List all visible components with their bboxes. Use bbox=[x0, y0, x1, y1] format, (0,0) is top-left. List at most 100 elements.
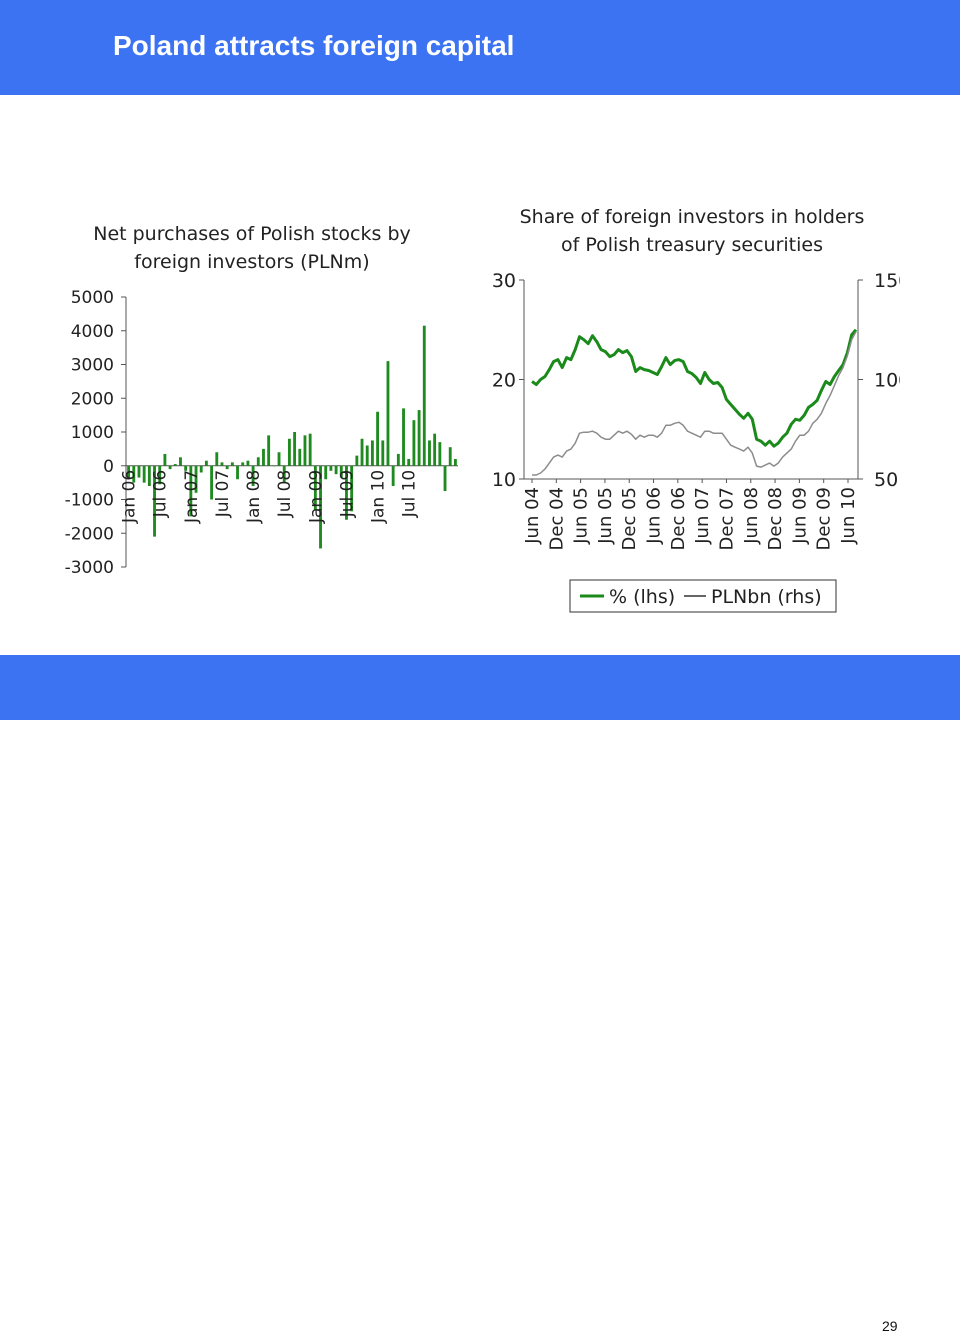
x-tick-label: Dec 07 bbox=[716, 487, 737, 550]
bar bbox=[168, 465, 172, 470]
share-percent-line bbox=[531, 328, 858, 448]
legend-label-percent: % (lhs) bbox=[609, 586, 675, 608]
bar bbox=[277, 452, 281, 466]
bar bbox=[147, 465, 151, 486]
bar bbox=[179, 457, 182, 466]
bar bbox=[370, 440, 374, 466]
bar bbox=[386, 361, 390, 466]
x-tick-label: Jun 05 bbox=[571, 487, 592, 545]
bar bbox=[189, 465, 193, 517]
bar bbox=[360, 438, 364, 466]
foreign-share-chart: Share of foreign investors in holders of … bbox=[492, 206, 900, 613]
bar bbox=[417, 410, 421, 466]
page-number: 29 bbox=[882, 1318, 898, 1334]
footer-bar: 29 bbox=[0, 655, 960, 1334]
x-tick-label: Jun 09 bbox=[789, 487, 810, 545]
chart-title-line: Share of foreign investors in holders bbox=[520, 206, 865, 228]
x-tick-label: Jul 07 bbox=[213, 470, 233, 519]
title-bar: Poland attracts foreign capital bbox=[0, 0, 960, 95]
x-tick-label: Jul 09 bbox=[337, 470, 357, 519]
y-tick-label: 3000 bbox=[71, 356, 114, 376]
bar bbox=[210, 465, 214, 500]
bar bbox=[376, 411, 380, 466]
x-tick-label: Jul 06 bbox=[151, 470, 171, 519]
bar bbox=[334, 465, 338, 475]
bar bbox=[412, 420, 416, 466]
bar bbox=[256, 457, 260, 466]
bar bbox=[225, 465, 229, 470]
x-tick-label: Jul 08 bbox=[275, 470, 295, 519]
bar bbox=[246, 460, 250, 466]
bar bbox=[173, 464, 177, 466]
bar bbox=[194, 465, 198, 493]
bar bbox=[251, 465, 255, 486]
y-tick-label: 1000 bbox=[71, 423, 114, 443]
bar bbox=[293, 432, 297, 466]
y-tick-label: -3000 bbox=[65, 558, 114, 578]
legend: % (lhs) PLNbn (rhs) bbox=[569, 579, 837, 613]
bar bbox=[443, 465, 447, 492]
y-tick-label: 0 bbox=[103, 457, 114, 477]
bar bbox=[142, 465, 146, 483]
bar bbox=[220, 462, 224, 466]
x-tick-label: Jun 10 bbox=[838, 487, 859, 545]
y-tick-label: -2000 bbox=[65, 524, 114, 544]
y-tick-label-left: 10 bbox=[492, 469, 516, 491]
y-tick-label: 5000 bbox=[71, 288, 114, 308]
pln-bn-line bbox=[532, 331, 857, 476]
bar bbox=[287, 438, 291, 466]
bar bbox=[267, 435, 271, 466]
bar bbox=[355, 455, 359, 466]
x-tick-label: Jun 07 bbox=[692, 487, 713, 545]
bar bbox=[329, 465, 333, 471]
bar bbox=[350, 465, 354, 512]
bar bbox=[153, 465, 156, 537]
x-tick-label: Jun 05 bbox=[595, 487, 616, 545]
y-tick-label-right: 100 bbox=[874, 370, 900, 392]
bar bbox=[433, 433, 437, 466]
bar bbox=[262, 448, 265, 466]
y-tick-label-left: 30 bbox=[492, 270, 516, 292]
x-tick-label: Dec 05 bbox=[619, 487, 640, 550]
bar bbox=[303, 435, 307, 466]
x-tick-label: Dec 04 bbox=[546, 487, 567, 550]
bar bbox=[230, 462, 234, 466]
bar bbox=[158, 465, 162, 485]
y-tick-label-right: 150 bbox=[874, 270, 900, 292]
bar bbox=[365, 445, 369, 466]
bar bbox=[313, 465, 317, 510]
bar bbox=[163, 453, 167, 466]
bar bbox=[137, 465, 141, 478]
bar bbox=[215, 452, 219, 466]
x-tick-label: Dec 09 bbox=[814, 487, 835, 550]
x-tick-label: Jul 10 bbox=[400, 470, 420, 519]
x-tick-label: Jan 07 bbox=[182, 470, 202, 524]
y-tick-label: 2000 bbox=[71, 389, 114, 409]
bar bbox=[199, 465, 203, 473]
y-tick-label: -1000 bbox=[65, 491, 114, 511]
bar bbox=[381, 440, 385, 466]
y-tick-label: 4000 bbox=[71, 322, 114, 342]
x-tick-label: Jan 09 bbox=[306, 470, 326, 524]
y-tick-label-right: 50 bbox=[874, 469, 898, 491]
net-purchases-chart: Net purchases of Polish stocks by foreign… bbox=[65, 223, 458, 578]
bar bbox=[127, 465, 131, 480]
x-tick-label: Jun 08 bbox=[741, 487, 762, 545]
chart-title-line: of Polish treasury securities bbox=[561, 234, 823, 256]
x-tick-label: Jan 08 bbox=[244, 470, 264, 524]
bar bbox=[184, 465, 188, 471]
x-tick-label: Jan 10 bbox=[369, 470, 389, 524]
x-tick-label: Jun 06 bbox=[644, 487, 665, 545]
bar bbox=[428, 440, 431, 466]
slide-title: Poland attracts foreign capital bbox=[113, 30, 515, 61]
bar bbox=[282, 465, 286, 483]
bar bbox=[204, 460, 208, 466]
bar bbox=[402, 408, 405, 466]
chart-title-line: Net purchases of Polish stocks by bbox=[93, 223, 411, 245]
bar bbox=[391, 465, 395, 486]
bar bbox=[345, 465, 348, 520]
bar bbox=[407, 459, 411, 466]
bar bbox=[236, 465, 239, 480]
bar bbox=[453, 459, 457, 466]
bar bbox=[422, 325, 426, 466]
